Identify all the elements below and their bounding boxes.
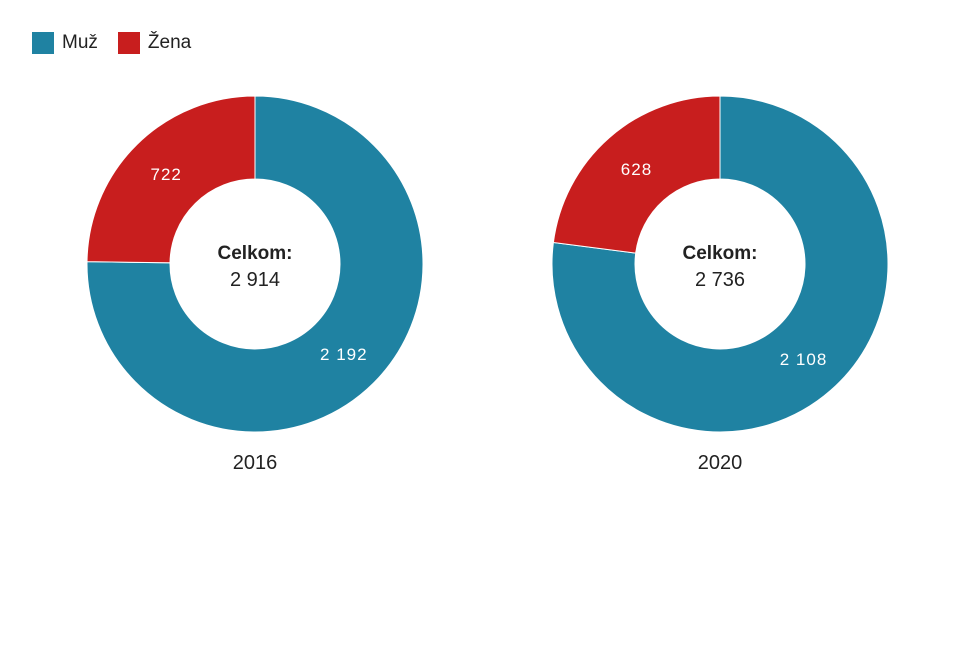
slice-muž-2020[interactable] <box>551 95 889 433</box>
legend-label-muz: Muž <box>62 32 98 53</box>
center-total-title: Celkom: <box>218 243 293 264</box>
legend-label-zena: Žena <box>147 32 192 53</box>
year-label: 2020 <box>698 452 743 474</box>
slice-value-label: 722 <box>150 165 181 184</box>
slice-muž-2016[interactable] <box>86 95 424 433</box>
slice-žena-2016[interactable] <box>86 95 256 264</box>
slice-value-label: 2 192 <box>320 345 368 364</box>
donut-chart-2020: 2 108 628 Celkom: 2 736 2020 <box>551 95 889 474</box>
center-total-title: Celkom: <box>683 243 758 264</box>
center-total-value: 2 914 <box>230 269 280 291</box>
slice-value-label: 2 108 <box>780 350 828 369</box>
legend-swatch-zena <box>117 32 140 54</box>
slice-žena-2020[interactable] <box>552 95 721 254</box>
year-label: 2016 <box>233 452 278 474</box>
legend: Muž Žena <box>32 32 191 54</box>
legend-item-zena[interactable]: Žena <box>117 32 192 54</box>
center-total-value: 2 736 <box>695 269 745 291</box>
slice-value-label: 628 <box>621 160 652 179</box>
donut-chart-2016: 2 192 722 Celkom: 2 914 2016 <box>86 95 424 474</box>
legend-item-muz[interactable]: Muž <box>32 32 98 54</box>
legend-swatch-muz <box>32 32 54 54</box>
